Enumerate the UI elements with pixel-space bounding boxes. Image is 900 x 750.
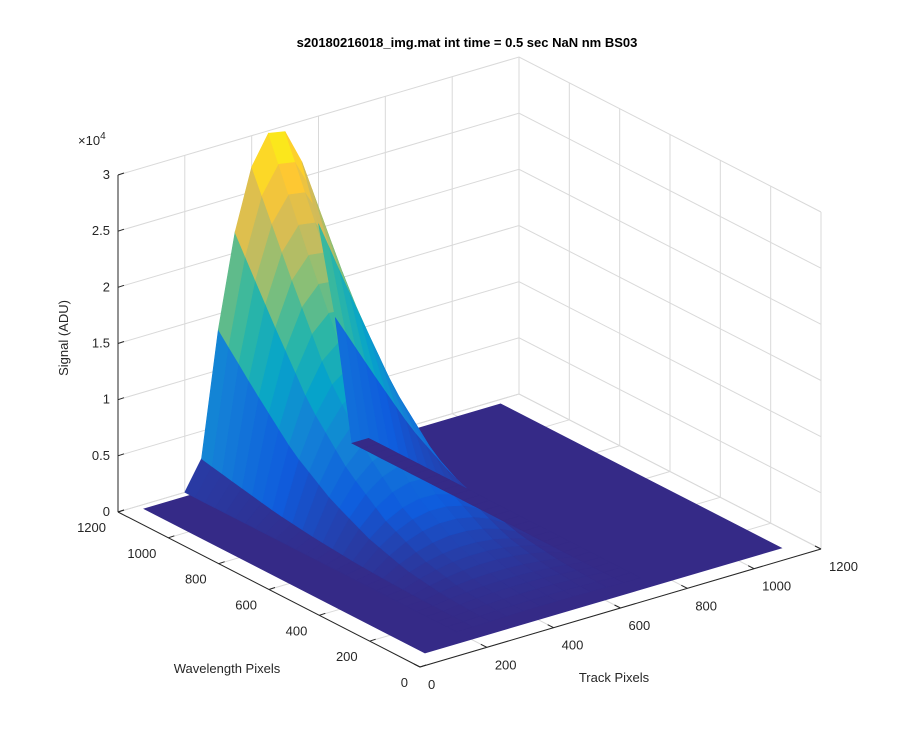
wavelength-tick-label: 0 xyxy=(401,675,408,690)
z-tick-labels: 0 0.5 1 1.5 2 2.5 3 xyxy=(92,167,125,519)
wavelength-tick-label: 1000 xyxy=(127,546,156,561)
z-axis-label: Signal (ADU) xyxy=(56,300,71,376)
wavelength-tick-labels: 0 200 400 600 800 1000 1200 xyxy=(77,509,427,690)
z-tick-label: 2 xyxy=(103,279,110,294)
z-exponent-label: ×104 xyxy=(78,131,106,148)
surface xyxy=(143,131,783,654)
grid-line xyxy=(117,56,822,213)
wavelength-tick-label: 400 xyxy=(286,623,308,638)
z-tick-mark xyxy=(117,228,125,232)
track-tick-label: 1200 xyxy=(829,559,858,574)
track-tick-mark xyxy=(747,565,755,570)
wavelength-tick-mark xyxy=(268,587,276,590)
z-tick-mark xyxy=(117,397,125,401)
wavelength-tick-mark xyxy=(218,561,225,565)
z-tick-mark xyxy=(117,453,125,457)
wavelength-tick-mark xyxy=(369,638,376,642)
grid-line xyxy=(117,112,822,269)
track-tick-mark xyxy=(480,643,488,648)
track-tick-label: 800 xyxy=(695,598,717,613)
wavelength-tick-label: 600 xyxy=(235,598,257,613)
z-tick-label: 1 xyxy=(103,392,110,407)
z-tick-mark xyxy=(117,284,125,288)
track-tick-mark xyxy=(681,584,688,589)
track-tick-label: 200 xyxy=(495,657,517,672)
z-tick-label: 3 xyxy=(103,167,110,182)
wavelength-axis-label: Wavelength Pixels xyxy=(174,661,281,676)
track-tick-label: 400 xyxy=(562,638,584,653)
wavelength-tick-label: 1200 xyxy=(77,520,106,535)
z-tick-mark xyxy=(117,172,125,176)
z-tick-label: 0 xyxy=(103,504,110,519)
z-tick-mark xyxy=(117,341,125,344)
z-tick-label: 0.5 xyxy=(92,448,110,463)
track-tick-mark xyxy=(413,663,421,668)
track-tick-label: 0 xyxy=(428,677,435,692)
surface-patch xyxy=(351,437,380,449)
track-tick-mark xyxy=(814,545,822,550)
track-tick-label: 1000 xyxy=(762,579,791,594)
chart-title: s20180216018_img.mat int time = 0.5 sec … xyxy=(297,35,638,50)
wavelength-tick-mark xyxy=(168,535,175,539)
wavelength-tick-mark xyxy=(319,612,326,616)
wavelength-tick-mark xyxy=(117,509,125,513)
track-tick-labels: 0 200 400 600 800 1000 1200 xyxy=(413,545,858,692)
wavelength-tick-mark xyxy=(419,664,427,668)
z-tick-label: 1.5 xyxy=(92,336,110,351)
wavelength-tick-label: 200 xyxy=(336,649,358,664)
track-axis-label: Track Pixels xyxy=(579,670,650,685)
track-tick-mark xyxy=(547,624,554,629)
z-tick-label: 2.5 xyxy=(92,223,110,238)
wavelength-tick-label: 800 xyxy=(185,572,207,587)
track-tick-label: 600 xyxy=(629,618,651,633)
track-tick-mark xyxy=(614,604,621,609)
